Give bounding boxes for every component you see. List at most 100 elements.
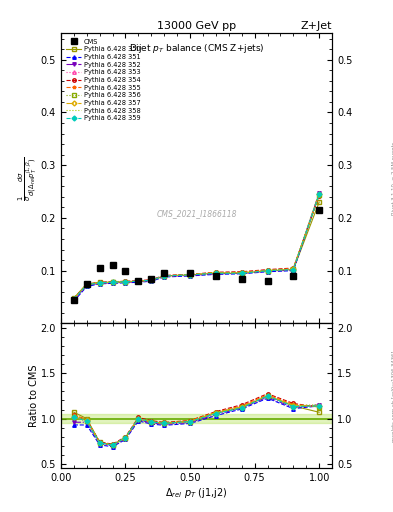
Pythia 6.428 352 (123, 279, 128, 285)
Pythia 6.428 351 (239, 271, 244, 277)
Pythia 6.428 355 (188, 271, 193, 278)
Line: CMS: CMS (71, 207, 322, 303)
CMS (213, 273, 218, 279)
Pythia 6.428 351 (149, 278, 154, 284)
Pythia 6.428 355 (97, 280, 102, 286)
Pythia 6.428 358 (265, 268, 270, 274)
Pythia 6.428 352 (136, 279, 141, 285)
Pythia 6.428 358 (188, 272, 193, 278)
CMS (162, 270, 167, 276)
Pythia 6.428 353 (84, 282, 89, 288)
Pythia 6.428 351 (188, 273, 193, 279)
Pythia 6.428 359 (123, 279, 128, 285)
Pythia 6.428 354 (84, 281, 89, 287)
Text: CMS_2021_I1866118: CMS_2021_I1866118 (156, 209, 237, 218)
Pythia 6.428 359 (291, 267, 296, 273)
Pythia 6.428 359 (265, 268, 270, 274)
Pythia 6.428 355 (239, 269, 244, 275)
Pythia 6.428 354 (149, 276, 154, 283)
Pythia 6.428 352 (149, 278, 154, 284)
Pythia 6.428 350 (149, 277, 154, 283)
Pythia 6.428 356 (188, 272, 193, 278)
Pythia 6.428 353 (123, 279, 128, 285)
Pythia 6.428 351 (97, 281, 102, 287)
Pythia 6.428 352 (97, 280, 102, 286)
Text: Dijet $p_T$ balance (CMS Z+jets): Dijet $p_T$ balance (CMS Z+jets) (129, 42, 264, 55)
Pythia 6.428 357 (265, 268, 270, 274)
Legend: CMS, Pythia 6.428 350, Pythia 6.428 351, Pythia 6.428 352, Pythia 6.428 353, Pyt: CMS, Pythia 6.428 350, Pythia 6.428 351,… (64, 37, 142, 123)
Pythia 6.428 351 (136, 279, 141, 285)
Pythia 6.428 358 (72, 296, 76, 302)
CMS (97, 265, 102, 271)
Pythia 6.428 356 (72, 296, 76, 302)
Pythia 6.428 354 (213, 269, 218, 275)
CMS (136, 278, 141, 284)
Pythia 6.428 355 (162, 273, 167, 279)
Pythia 6.428 350 (213, 270, 218, 276)
CMS (110, 262, 115, 268)
Pythia 6.428 356 (213, 270, 218, 276)
Text: mcplots.cern.ch [arXiv:1306.3436]: mcplots.cern.ch [arXiv:1306.3436] (392, 350, 393, 442)
Pythia 6.428 350 (97, 279, 102, 285)
Line: Pythia 6.428 355: Pythia 6.428 355 (72, 194, 321, 301)
Pythia 6.428 354 (291, 265, 296, 271)
Pythia 6.428 359 (239, 270, 244, 276)
Line: Pythia 6.428 351: Pythia 6.428 351 (72, 193, 321, 303)
CMS (317, 207, 321, 213)
Pythia 6.428 358 (317, 189, 321, 196)
Pythia 6.428 358 (84, 281, 89, 287)
Pythia 6.428 357 (291, 266, 296, 272)
Pythia 6.428 355 (265, 267, 270, 273)
Pythia 6.428 357 (149, 277, 154, 283)
CMS (188, 270, 193, 276)
Pythia 6.428 350 (162, 273, 167, 279)
CMS (123, 268, 128, 274)
Pythia 6.428 359 (97, 280, 102, 286)
Pythia 6.428 350 (239, 270, 244, 276)
Pythia 6.428 354 (72, 295, 76, 302)
Pythia 6.428 359 (84, 282, 89, 288)
Pythia 6.428 357 (239, 270, 244, 276)
Pythia 6.428 351 (317, 191, 321, 197)
Pythia 6.428 357 (72, 296, 76, 302)
Pythia 6.428 353 (97, 280, 102, 286)
Pythia 6.428 358 (162, 273, 167, 279)
Pythia 6.428 351 (110, 280, 115, 286)
Pythia 6.428 355 (291, 266, 296, 272)
Pythia 6.428 350 (123, 279, 128, 285)
Line: Pythia 6.428 357: Pythia 6.428 357 (72, 193, 321, 301)
Pythia 6.428 356 (162, 273, 167, 279)
Pythia 6.428 354 (265, 267, 270, 273)
Pythia 6.428 354 (97, 279, 102, 285)
CMS (72, 296, 76, 303)
Line: Pythia 6.428 350: Pythia 6.428 350 (72, 200, 321, 300)
Pythia 6.428 355 (213, 270, 218, 276)
Pythia 6.428 359 (213, 270, 218, 276)
Pythia 6.428 358 (97, 280, 102, 286)
Pythia 6.428 354 (317, 193, 321, 199)
Pythia 6.428 357 (162, 273, 167, 279)
Pythia 6.428 357 (136, 278, 141, 284)
Pythia 6.428 353 (317, 191, 321, 197)
Pythia 6.428 351 (291, 268, 296, 274)
Pythia 6.428 359 (149, 277, 154, 283)
Pythia 6.428 358 (291, 266, 296, 272)
CMS (265, 278, 270, 284)
Pythia 6.428 357 (188, 272, 193, 278)
Pythia 6.428 354 (110, 279, 115, 285)
Pythia 6.428 352 (317, 189, 321, 196)
Pythia 6.428 353 (162, 273, 167, 279)
Pythia 6.428 351 (72, 298, 76, 304)
Line: Pythia 6.428 353: Pythia 6.428 353 (72, 193, 321, 301)
Pythia 6.428 350 (317, 199, 321, 205)
Y-axis label: $\frac{1}{\sigma}\frac{d\sigma}{d(\Delta_{rel} p_T^{j1,j2})}$: $\frac{1}{\sigma}\frac{d\sigma}{d(\Delta… (17, 156, 39, 201)
Pythia 6.428 350 (265, 268, 270, 274)
Text: Rivet 3.1.10, ≥ 2.5M events: Rivet 3.1.10, ≥ 2.5M events (392, 142, 393, 215)
Pythia 6.428 352 (188, 272, 193, 279)
Pythia 6.428 353 (213, 270, 218, 276)
Pythia 6.428 355 (123, 279, 128, 285)
Pythia 6.428 359 (136, 278, 141, 284)
Bar (61, 414, 332, 423)
Pythia 6.428 352 (162, 273, 167, 280)
Pythia 6.428 356 (239, 270, 244, 276)
